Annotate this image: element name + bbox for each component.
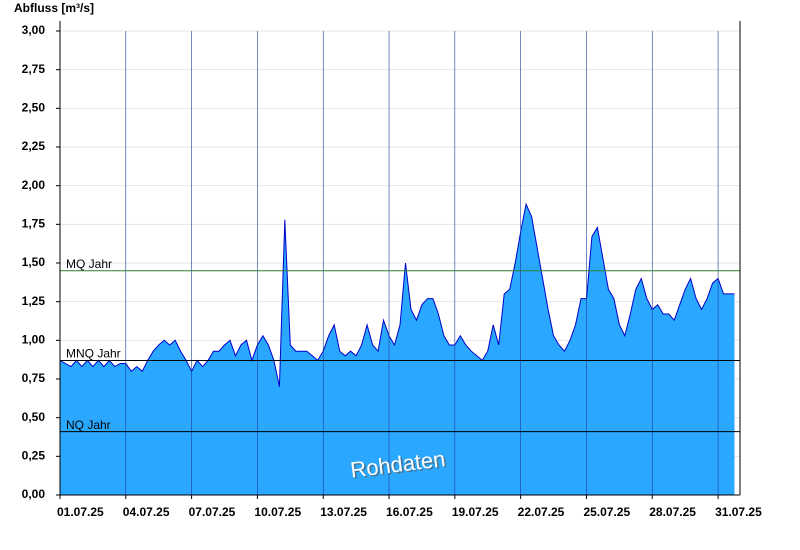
x-tick-label: 31.07.25 bbox=[715, 505, 762, 519]
y-tick-label: 1,75 bbox=[22, 217, 46, 231]
x-tick-label: 13.07.25 bbox=[320, 505, 367, 519]
y-tick-label: 1,00 bbox=[22, 333, 46, 347]
y-tick-label: 2,00 bbox=[22, 178, 46, 192]
y-tick-label: 0,75 bbox=[22, 371, 46, 385]
y-tick-label: 1,50 bbox=[22, 255, 46, 269]
x-tick-label: 28.07.25 bbox=[649, 505, 696, 519]
y-tick-label: 3,00 bbox=[22, 23, 46, 37]
y-tick-label: 0,25 bbox=[22, 449, 46, 463]
y-tick-label: 0,50 bbox=[22, 410, 46, 424]
area bbox=[60, 204, 735, 495]
y-axis-title: Abfluss [m³/s] bbox=[14, 1, 94, 15]
reference-label: MQ Jahr bbox=[66, 257, 112, 271]
y-tick-label: 2,25 bbox=[22, 139, 46, 153]
y-tick-label: 0,00 bbox=[22, 487, 46, 501]
x-tick-label: 04.07.25 bbox=[123, 505, 170, 519]
x-tick-label: 19.07.25 bbox=[452, 505, 499, 519]
y-tick-label: 2,50 bbox=[22, 101, 46, 115]
reference-label: MNQ Jahr bbox=[66, 347, 121, 361]
y-tick-label: 2,75 bbox=[22, 62, 46, 76]
y-tick-label: 1,25 bbox=[22, 294, 46, 308]
x-tick-label: 01.07.25 bbox=[57, 505, 104, 519]
x-tick-label: 22.07.25 bbox=[518, 505, 565, 519]
x-tick-label: 16.07.25 bbox=[386, 505, 433, 519]
line bbox=[59, 202, 735, 387]
reference-label: NQ Jahr bbox=[66, 418, 111, 432]
x-tick-label: 25.07.25 bbox=[583, 505, 630, 519]
x-tick-label: 10.07.25 bbox=[254, 505, 301, 519]
x-tick-label: 07.07.25 bbox=[189, 505, 236, 519]
